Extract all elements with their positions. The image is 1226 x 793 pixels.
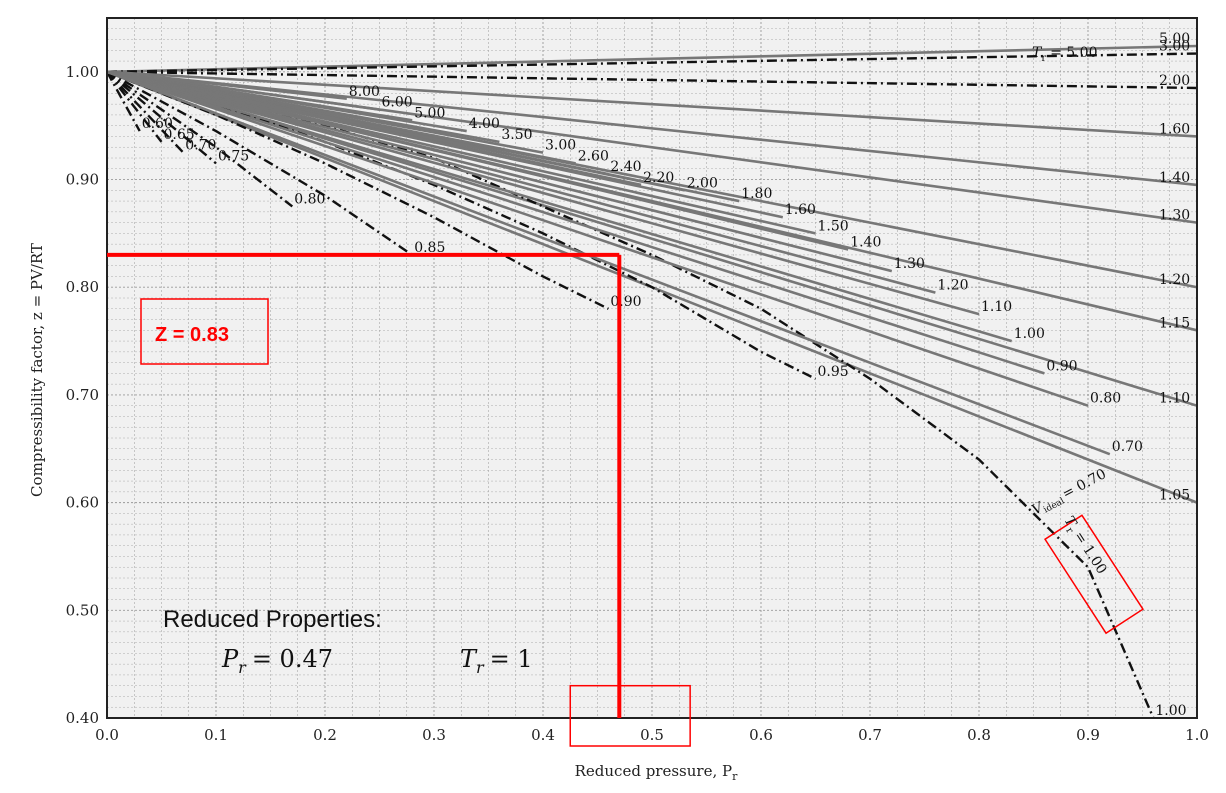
y-axis-title: Compressibility factor, z = PV/RT [28,243,46,497]
curve-label: 1.00 [1155,703,1186,719]
y-tick-label: 1.00 [66,63,99,81]
x-tick-label: 0.5 [640,726,664,744]
curve-tr-2-00 [106,70,1198,90]
curve-label: 2.60 [578,148,609,164]
curves [105,44,1198,719]
curve-label: 1.00 [1014,326,1045,342]
plot-frame [106,17,1198,719]
curve-tr-0-95 [106,70,817,380]
curve-label: 8.00 [349,84,380,100]
x-tick-label: 0.7 [858,726,882,744]
x-tick-label: 0.8 [967,726,991,744]
curve-label: 1.30 [894,256,925,272]
x-tick-label: 0.4 [531,726,555,744]
curve-tr-1-00 [106,70,1013,343]
y-tick-label: 0.50 [66,601,99,619]
curve-tr-1-50 [106,70,816,235]
curve-tr-0-90 [106,70,1045,375]
curve-tr-1-10 [106,70,980,316]
curve-tr-3-00 [106,52,1198,74]
curve-label: 3.00 [1159,39,1190,55]
curve-tr-0-80 [106,70,294,208]
curve-tr-1-60 [106,70,1198,138]
curve-tr-1-60 [106,70,784,219]
curve-tr-1-40 [106,70,849,251]
y-tick-label: 0.90 [66,171,99,189]
x-tick-label: 0.3 [422,726,446,744]
y-tick-label: 0.40 [66,709,99,727]
z-value-label: Z = 0.83 [155,324,229,346]
curve-tr-1-40 [106,70,1198,187]
curve-label: 0.60 [142,116,173,132]
curve-label: 1.40 [1159,170,1190,186]
curve-label: 1.60 [785,202,816,218]
curve-label: 1.10 [1159,391,1190,407]
curve-tr-0-65 [106,71,163,143]
curve-label: 2.00 [687,175,718,191]
pr-value: Pr = 0.47 [221,645,333,677]
curve-label: 0.65 [164,127,195,143]
curve-tr-0-70 [106,71,185,154]
curve-tr-0-90 [106,70,609,310]
tr-top-label: Tr = 5.00 [1032,45,1097,64]
curve-label: 1.05 [1159,488,1190,504]
curve-label: 4.00 [469,116,500,132]
curve-label: 5.00 [414,105,445,121]
x-tick-label: 0.2 [313,726,337,744]
curve-label: 1.30 [1159,208,1190,224]
curve-label: 0.90 [610,294,641,310]
x-tick-label: 1.0 [1185,726,1209,744]
curve-label: 2.20 [643,170,674,186]
z-box [140,298,269,365]
curve-label: 1.15 [1159,315,1190,331]
tick-labels: 0.0 0.1 0.2 0.3 0.4 0.5 0.6 0.7 0.8 0.9 1.0 0.40 0.5… [66,63,1209,744]
curve-label: 1.60 [1159,121,1190,137]
curve-label: 1.50 [818,218,849,234]
curve-label: 0.90 [1046,358,1077,374]
x-axis-title: Reduced pressure, Pr [575,762,738,783]
curve-label: 0.75 [218,148,249,164]
y-tick-label: 0.80 [66,278,99,296]
curve-tr-1-30 [106,70,893,273]
x-tick-label: 0.1 [204,726,228,744]
curve-tr-1-20 [106,70,936,294]
curve-label: 5.00 [1159,31,1190,47]
curve-label: 0.80 [1090,391,1121,407]
tr-value: Tr = 1 [460,645,533,677]
curve-label: 1.20 [937,278,968,294]
curve-tr-0-85 [106,70,413,256]
curve-tr-0-70 [106,70,1111,456]
curve-tr-5-00 [106,44,1198,74]
curve-label: 1.40 [850,235,881,251]
curve-tr-1-10 [106,70,1198,407]
curve-label: 6.00 [382,95,413,111]
reduced-properties-title: Reduced Properties: [163,606,382,633]
y-tick-label: 0.70 [66,386,99,404]
curve-label: 2.40 [610,159,641,175]
curve-label: 3.00 [545,138,576,154]
curve-label: 1.80 [741,186,772,202]
curve-label: 0.95 [818,364,849,380]
curve-label: 0.80 [294,191,325,207]
y-tick-label: 0.60 [66,494,99,512]
curve-label: 1.20 [1159,272,1190,288]
curve-tr-0-80 [106,70,1089,407]
curve-tr-0-75 [106,70,217,165]
highlight-annotations [107,252,691,747]
x-tick-label: 0.0 [95,726,119,744]
curve-label: 2.00 [1159,73,1190,89]
pr-box [569,684,691,747]
x-tick-label: 0.6 [749,726,773,744]
curve-labels: 5.003.002.001.601.401.301.201.151.101.05… [142,31,1190,719]
curve-label: 0.70 [185,138,216,154]
tr-box [1044,514,1144,635]
curve-label: 0.70 [1112,439,1143,455]
curve-label: 0.85 [414,240,445,256]
curve-label: 3.50 [501,127,532,143]
x-tick-label: 0.9 [1076,726,1100,744]
curve-label: 1.10 [981,299,1012,315]
